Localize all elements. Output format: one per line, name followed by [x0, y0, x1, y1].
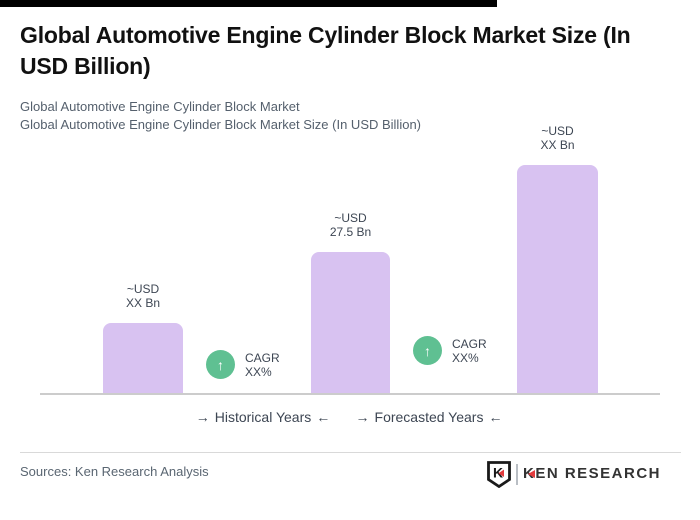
cagr-text-line1: CAGR — [452, 336, 487, 351]
forecasted-years-label: → Forecasted Years ← — [351, 409, 508, 425]
bar-label-line2: 27.5 Bn — [329, 225, 372, 239]
cagr-text-line2: XX% — [452, 350, 479, 365]
bar-group-forecast: ~USD XX Bn — [517, 124, 598, 393]
bar-group-base-year: ~USD 27.5 Bn — [311, 211, 390, 393]
left-arrow-icon: ← — [488, 409, 503, 425]
footer-divider — [20, 452, 681, 453]
x-axis-baseline — [40, 393, 660, 395]
bar-group-historical: ~USD XX Bn — [103, 282, 183, 393]
ken-research-logo: K KEN RESEARCH — [487, 460, 661, 488]
bar-label-line2: XX Bn — [125, 296, 161, 310]
top-accent-bar — [0, 0, 497, 7]
bar-chart: ~USD XX Bn ~USD 27.5 Bn ~USD XX Bn ↑ CAG… — [40, 124, 660, 395]
axis-annotation-text: Forecasted Years — [374, 409, 484, 425]
bar-base-year — [311, 252, 390, 393]
ken-research-shield-icon: K — [487, 460, 511, 488]
sources-text: Sources: Ken Research Analysis — [20, 464, 209, 479]
bar-forecast — [517, 165, 598, 393]
right-arrow-icon: → — [195, 409, 210, 425]
bar-label-line2: XX Bn — [540, 138, 575, 152]
x-axis-annotations: → Historical Years ← → Forecasted Years ← — [0, 409, 700, 429]
bar-historical — [103, 323, 183, 393]
logo-k-red-triangle-icon — [528, 470, 535, 478]
cagr-badge-historical: ↑ CAGR XX% — [206, 350, 280, 379]
logo-separator — [516, 463, 518, 485]
subtitle-line-2: Global Automotive Engine Cylinder Block … — [20, 117, 422, 132]
bar-label-line1: ~USD — [541, 124, 574, 138]
axis-annotation-text: Historical Years — [214, 409, 312, 425]
page-title: Global Automotive Engine Cylinder Block … — [20, 22, 631, 79]
bar-label-line1: ~USD — [334, 211, 367, 225]
left-arrow-icon: ← — [316, 409, 331, 425]
bar-value-label: ~USD XX Bn — [540, 124, 574, 152]
up-arrow-icon: ↑ — [413, 336, 442, 365]
bar-label-line1: ~USD — [126, 282, 160, 296]
bar-value-label: ~USD 27.5 Bn — [330, 211, 371, 239]
svg-text:K: K — [493, 464, 503, 480]
cagr-text-line2: XX% — [245, 364, 272, 379]
logo-wordmark-wrap: KEN RESEARCH — [523, 465, 661, 483]
historical-years-label: → Historical Years ← — [191, 409, 336, 425]
cagr-label: CAGR XX% — [452, 337, 487, 365]
logo-wordmark: KEN RESEARCH — [523, 465, 662, 482]
cagr-label: CAGR XX% — [245, 351, 280, 379]
up-arrow-icon: ↑ — [206, 350, 235, 379]
cagr-badge-forecast: ↑ CAGR XX% — [413, 336, 487, 365]
bar-value-label: ~USD XX Bn — [126, 282, 160, 310]
subtitle-line-1: Global Automotive Engine Cylinder Block … — [20, 99, 300, 114]
right-arrow-icon: → — [355, 409, 370, 425]
cagr-text-line1: CAGR — [245, 350, 280, 365]
chart-subtitle: Global Automotive Engine Cylinder Block … — [20, 98, 660, 134]
